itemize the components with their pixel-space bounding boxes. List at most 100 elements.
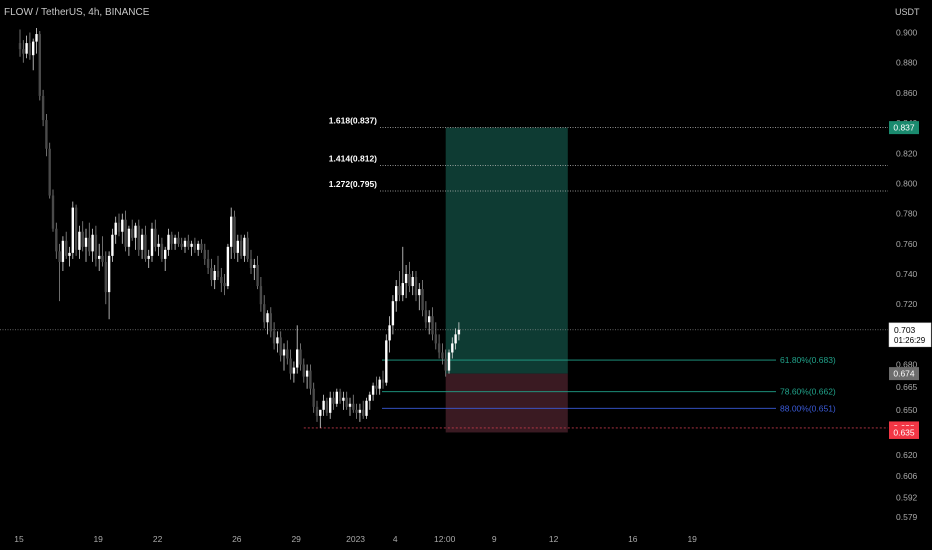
price-tick-label: 0.800 bbox=[896, 178, 918, 188]
candle bbox=[206, 249, 210, 274]
candle bbox=[150, 222, 154, 262]
candle bbox=[332, 391, 335, 410]
price-tick-label: 0.592 bbox=[896, 492, 918, 502]
candle bbox=[424, 301, 428, 329]
candle-body bbox=[28, 43, 32, 56]
candle-body bbox=[177, 237, 180, 244]
candle bbox=[140, 228, 144, 259]
candle-body bbox=[140, 234, 144, 250]
candle-body bbox=[206, 258, 210, 268]
fib-retracement-label: 78.60%(0.662) bbox=[780, 387, 836, 397]
candle-body bbox=[84, 237, 88, 247]
candle-body bbox=[164, 249, 167, 259]
candle-body bbox=[68, 252, 71, 256]
candle bbox=[388, 316, 391, 353]
price-tick-label: 0.720 bbox=[896, 299, 918, 309]
candle bbox=[94, 225, 98, 267]
candle bbox=[362, 400, 365, 419]
last-price-bg bbox=[888, 322, 932, 348]
candle bbox=[226, 243, 230, 290]
candle bbox=[61, 236, 65, 271]
candle-body bbox=[94, 234, 98, 259]
price-badge-target: 0.837 bbox=[889, 121, 919, 135]
candle bbox=[345, 391, 348, 410]
fib-extension-label: 1.414(0.812) bbox=[329, 153, 377, 163]
price-badge-entry: 0.674 bbox=[889, 367, 919, 381]
candle-body bbox=[104, 261, 107, 293]
candle-body bbox=[378, 379, 381, 389]
candle bbox=[348, 397, 352, 416]
price-tick-label: 0.579 bbox=[896, 512, 918, 522]
candle bbox=[137, 219, 140, 256]
candle-body bbox=[312, 388, 315, 407]
candle bbox=[233, 210, 236, 259]
candle-body bbox=[368, 394, 371, 401]
candle bbox=[74, 204, 78, 256]
candle bbox=[144, 225, 147, 262]
candle-body bbox=[147, 255, 150, 259]
candle bbox=[32, 38, 35, 71]
candle-body bbox=[431, 316, 434, 335]
candle-body bbox=[279, 337, 282, 356]
candle bbox=[286, 340, 289, 365]
candle bbox=[28, 32, 32, 60]
candle-body bbox=[282, 349, 286, 356]
candle bbox=[164, 246, 167, 271]
candle bbox=[203, 243, 206, 265]
time-tick-label: 29 bbox=[291, 534, 301, 544]
candle-body bbox=[418, 289, 421, 296]
candle bbox=[131, 219, 134, 241]
candle-body bbox=[414, 277, 418, 296]
candle-body bbox=[78, 231, 81, 250]
candle-body bbox=[160, 243, 164, 259]
candle-body bbox=[243, 237, 246, 256]
fib-extension-label: 1.272(0.795) bbox=[329, 179, 377, 189]
candle bbox=[183, 237, 187, 253]
candle-body bbox=[302, 364, 305, 377]
candle bbox=[309, 364, 312, 395]
candle bbox=[71, 201, 74, 259]
candle bbox=[111, 228, 114, 262]
profit-zone bbox=[445, 127, 568, 374]
time-axis[interactable]: 15 19 22 26 29 2023 4 12:00 9 12 16 19 bbox=[14, 534, 697, 544]
candle bbox=[368, 391, 371, 410]
candle bbox=[65, 231, 68, 259]
candle-body bbox=[203, 249, 206, 259]
candle-body bbox=[315, 406, 319, 416]
candle bbox=[272, 322, 276, 350]
candles bbox=[18, 28, 461, 428]
candle-body bbox=[266, 313, 269, 323]
candle-body bbox=[236, 240, 239, 253]
candle-body bbox=[342, 397, 345, 401]
candle-body bbox=[286, 349, 289, 359]
candle-body bbox=[309, 370, 312, 389]
candle-body bbox=[220, 277, 223, 284]
price-tick-label: 0.606 bbox=[896, 471, 918, 481]
candle-body bbox=[299, 349, 302, 365]
candle bbox=[305, 364, 309, 389]
candle-body bbox=[401, 283, 404, 296]
time-tick-label: 22 bbox=[153, 534, 163, 544]
candle-body bbox=[338, 391, 342, 401]
candle-body bbox=[25, 43, 28, 54]
candle bbox=[107, 251, 111, 320]
candle bbox=[35, 28, 38, 54]
position-zones bbox=[445, 127, 568, 433]
candle-body bbox=[71, 207, 74, 253]
candle bbox=[134, 222, 137, 250]
candle bbox=[167, 228, 170, 256]
candle-body bbox=[305, 370, 309, 377]
candle bbox=[88, 222, 91, 256]
candle-body bbox=[74, 207, 78, 250]
candle bbox=[104, 251, 107, 305]
candle bbox=[114, 216, 117, 244]
candle-body bbox=[434, 334, 437, 344]
candle bbox=[45, 114, 48, 157]
candle bbox=[236, 234, 239, 262]
candle bbox=[299, 343, 302, 371]
candle bbox=[365, 397, 368, 419]
candle-body bbox=[381, 379, 385, 383]
price-tick-label: 0.740 bbox=[896, 269, 918, 279]
candle bbox=[127, 225, 131, 256]
